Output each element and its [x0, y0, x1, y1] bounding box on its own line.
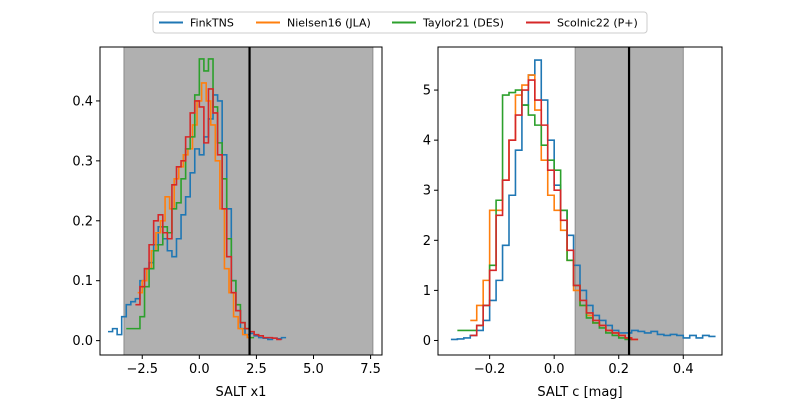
- x-tick-label: 0.4: [673, 362, 694, 377]
- y-tick-label: 4: [423, 134, 431, 149]
- x-tick-label: 5.0: [303, 362, 324, 377]
- y-tick-label: 0.0: [72, 334, 93, 349]
- y-tick-label: 0: [423, 334, 431, 349]
- x-tick-label: −0.2: [474, 362, 506, 377]
- legend: FinkTNS Nielsen16 (JLA) Taylor21 (DES) S…: [152, 11, 648, 34]
- x-tick-label: 0.0: [544, 362, 565, 377]
- y-tick-label: 2: [423, 234, 431, 249]
- series-line-scolnic22-p: [470, 79, 639, 341]
- x-tick-label: 2.5: [246, 362, 267, 377]
- x-axis-label: SALT x1: [216, 385, 267, 400]
- legend-label-finktns: FinkTNS: [190, 17, 234, 30]
- series-line-scolnic22-p: [135, 88, 282, 341]
- y-tick-label: 3: [423, 184, 431, 199]
- axes-frame: [437, 46, 723, 356]
- y-tick-label: 1: [423, 284, 431, 299]
- x-tick-label: 0.0: [189, 362, 210, 377]
- y-tick-label: 5: [423, 84, 431, 99]
- x-tick-label: 0.2: [608, 362, 629, 377]
- y-tick-label: 0.3: [72, 154, 93, 169]
- x-axis-label: SALT c [mag]: [537, 385, 622, 400]
- shaded-region: [123, 46, 374, 356]
- x-tick-label: −2.5: [126, 362, 158, 377]
- axes-frame: [99, 46, 383, 356]
- panel-salt-c: −0.2 0.0 0.2 0.4 0 1 2 3 4 5 SALT c [mag]: [423, 46, 723, 400]
- y-tick-label: 0.1: [72, 274, 93, 289]
- legend-label-scolnic22: Scolnic22 (P+): [557, 17, 638, 30]
- x-tick-label: 7.5: [360, 362, 381, 377]
- y-tick-label: 0.2: [72, 214, 93, 229]
- legend-label-taylor21: Taylor21 (DES): [422, 17, 504, 30]
- y-tick-label: 0.4: [72, 94, 93, 109]
- legend-label-nielsen16: Nielsen16 (JLA): [287, 17, 371, 30]
- panel-salt-x1: −2.5 0.0 2.5 5.0 7.5 0.0 0.1 0.2 0.3 0.4 SALT x1: [72, 46, 383, 400]
